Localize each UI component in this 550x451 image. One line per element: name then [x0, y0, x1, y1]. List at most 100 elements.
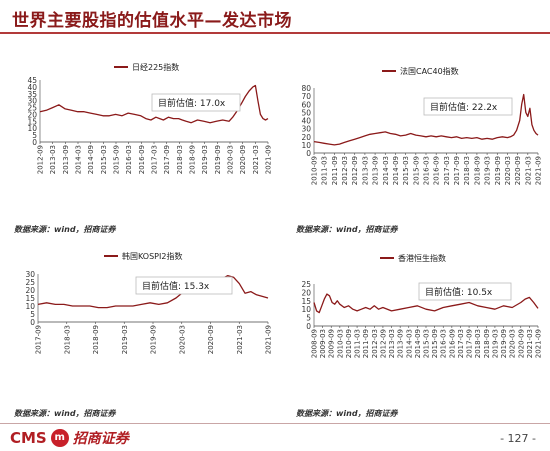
y-tick-label: 80: [301, 84, 311, 93]
y-tick-label: 0: [32, 138, 37, 147]
x-tick-label: 2012-09: [351, 156, 359, 185]
y-tick-label: 35: [27, 90, 37, 99]
y-tick-label: 10: [301, 305, 311, 314]
x-tick-label: 2018-09: [189, 145, 197, 174]
x-tick-label: 2021-09: [265, 325, 273, 354]
y-tick-label: 20: [301, 133, 311, 142]
x-tick-label: 2017-09: [35, 325, 43, 354]
x-tick-label: 2021-09: [535, 329, 543, 358]
x-tick-label: 2020-09: [207, 325, 215, 354]
y-tick-label: 45: [27, 76, 37, 85]
x-tick-label: 2016-03: [423, 156, 431, 185]
x-tick-label: 2018-03: [176, 145, 184, 174]
x-tick-label: 2019-09: [494, 156, 502, 185]
x-tick-label: 2014-03: [405, 329, 413, 358]
series-line: [39, 84, 269, 124]
y-tick-label: 25: [27, 104, 37, 113]
annotation-box: [423, 97, 513, 116]
annotation-box: [151, 93, 241, 112]
x-tick-label: 2019-03: [201, 145, 209, 174]
y-tick-label: 0: [306, 149, 311, 158]
annotation-label: 目前估值: 22.2x: [430, 101, 498, 113]
x-tick-label: 2020-03: [227, 145, 235, 174]
x-tick-label: 2015-03: [402, 156, 410, 185]
x-tick-label: 2013-09: [62, 145, 70, 174]
x-tick-label: 2012-09: [37, 145, 45, 174]
chart-panel-hangseng: 香港恒生指数 0 5 10 15 20 25 2008-09 2009-03 2009-09 201…: [284, 244, 546, 399]
logo-badge-icon: m: [50, 429, 69, 447]
x-tick-label: 2015-09: [412, 156, 420, 185]
x-tick-label: 2013-09: [372, 156, 380, 185]
x-tick-label: 2011-09: [362, 329, 370, 358]
y-tick-label: 15: [27, 117, 37, 126]
x-tick-label: 2020-09: [517, 329, 525, 358]
x-tick-label: 2021-03: [252, 145, 260, 174]
y-tick-label: 40: [301, 117, 311, 126]
x-tick-label: 2011-03: [354, 329, 362, 358]
source-note-2: 数据来源：wind，招商证券: [296, 225, 398, 234]
x-tick-label: 2011-03: [321, 156, 329, 185]
x-tick-label: 2021-03: [236, 325, 244, 354]
x-tick-label: 2020-03: [178, 325, 186, 354]
footer-divider: [0, 423, 550, 424]
chart-panel-kospi: 韩国KOSPI2指数 0 5 10 15 20 25 30 2017-09 2018-03 2018…: [4, 244, 274, 374]
x-tick-label: 2014-09: [414, 329, 422, 358]
x-tick-label: 2017-09: [453, 156, 461, 185]
logo-latin: CMS: [10, 429, 47, 447]
x-tick-label: 2012-09: [379, 329, 387, 358]
annotation-label: 目前估值: 10.5x: [425, 286, 493, 298]
x-tick-label: 2015-09: [431, 329, 439, 358]
x-tick-label: 2021-09: [535, 156, 543, 185]
x-tick-label: 2016-03: [440, 329, 448, 358]
y-tick-label: 10: [25, 302, 35, 311]
x-tick-label: 2019-03: [121, 325, 129, 354]
x-tick-label: 2018-09: [92, 325, 100, 354]
logo-cn: 招商证券: [72, 431, 129, 447]
y-tick-label: 30: [27, 97, 37, 106]
x-tick-label: 2013-09: [397, 329, 405, 358]
y-tick-label: 20: [27, 110, 37, 119]
annotation-label: 目前估值: 15.3x: [142, 280, 210, 292]
legend-label: 法国CAC40指数: [400, 66, 459, 76]
x-tick-label: 2020-03: [509, 329, 517, 358]
source-note-4: 数据来源：wind，招商证券: [296, 409, 398, 418]
source-note-1: 数据来源：wind，招商证券: [14, 225, 116, 234]
x-tick-label: 2014-03: [75, 145, 83, 174]
y-tick-label: 25: [301, 280, 311, 289]
x-tick-label: 2011-09: [331, 156, 339, 185]
legend-label: 香港恒生指数: [398, 253, 446, 263]
x-tick-label: 2009-03: [319, 329, 327, 358]
x-tick-label: 2016-09: [433, 156, 441, 185]
y-tick-label: 15: [301, 297, 311, 306]
legend-label: 日经225指数: [132, 62, 179, 72]
x-tick-label: 2010-09: [311, 156, 319, 185]
x-tick-label: 2018-03: [63, 325, 71, 354]
series-line: [313, 93, 539, 146]
y-tick-label: 60: [301, 100, 311, 109]
y-tick-label: 15: [25, 294, 35, 303]
x-tick-label: 2010-09: [345, 329, 353, 358]
y-tick-label: 0: [306, 322, 311, 331]
x-tick-label: 2013-03: [361, 156, 369, 185]
y-tick-label: 0: [30, 318, 35, 327]
legend-label: 韩国KOSPI2指数: [122, 251, 182, 261]
x-tick-label: 2017-03: [443, 156, 451, 185]
x-tick-label: 2018-09: [483, 329, 491, 358]
x-tick-label: 2008-09: [311, 329, 319, 358]
x-tick-label: 2014-03: [382, 156, 390, 185]
x-tick-label: 2021-03: [526, 329, 534, 358]
x-tick-label: 2014-09: [392, 156, 400, 185]
x-tick-label: 2021-09: [265, 145, 273, 174]
y-tick-label: 20: [301, 288, 311, 297]
x-tick-label: 2010-03: [336, 329, 344, 358]
y-tick-label: 20: [25, 286, 35, 295]
x-tick-label: 2012-03: [341, 156, 349, 185]
x-tick-label: 2021-03: [524, 156, 532, 185]
x-tick-label: 2012-03: [371, 329, 379, 358]
y-tick-label: 5: [32, 131, 37, 140]
annotation-box: [418, 282, 512, 301]
